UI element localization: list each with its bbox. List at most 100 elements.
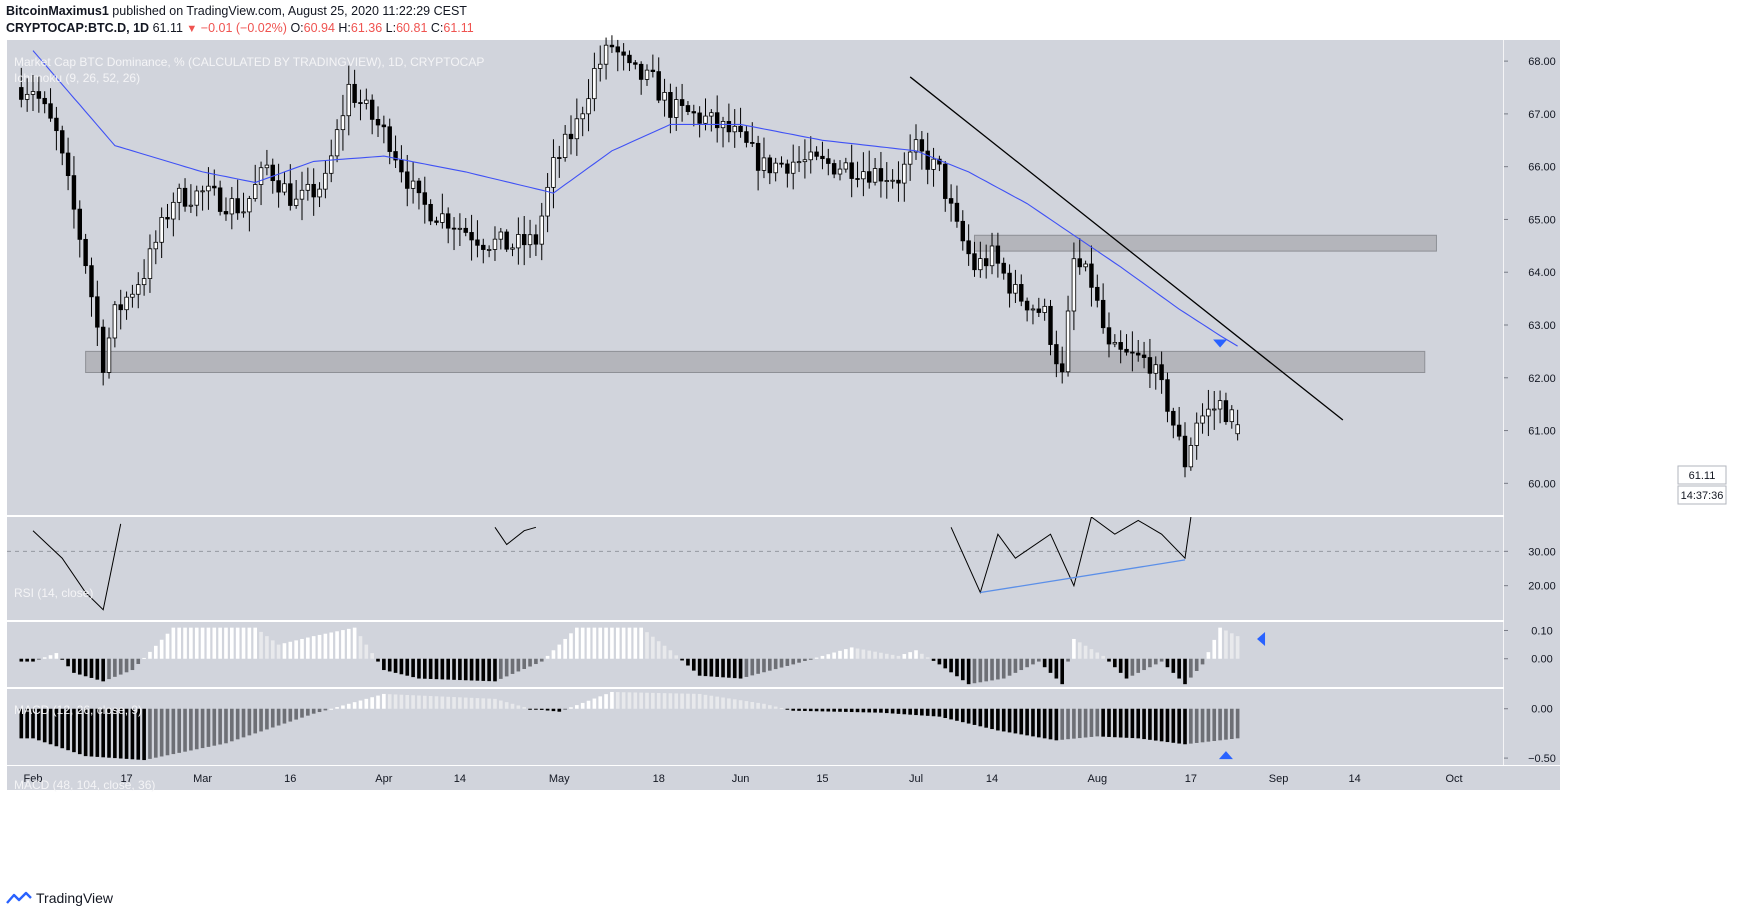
pane-title: Market Cap BTC Dominance, % (CALCULATED … (14, 55, 484, 69)
macd-bar-positive (224, 627, 228, 659)
candle-up (773, 162, 778, 174)
macd-bar-positive (633, 627, 638, 659)
macd-bar-negative (534, 658, 538, 665)
macd-bar-positive (282, 643, 287, 659)
macd-bar-negative (253, 708, 258, 734)
macd-bar-negative (1048, 658, 1053, 673)
footer-brand[interactable]: TradingView (36, 890, 114, 906)
macd-bar-positive (586, 700, 591, 709)
macd-bar-positive (768, 705, 772, 709)
macd-bar-negative (545, 708, 550, 711)
macd-bar-negative (1153, 708, 1158, 741)
candle-up (141, 278, 147, 286)
macd-bar-positive (721, 697, 725, 709)
candle-up (1188, 445, 1194, 468)
time-tick-label: Sep (1269, 773, 1289, 785)
macd-bar-negative (528, 658, 532, 667)
time-tick-label: 18 (653, 773, 665, 785)
macd-bar-positive (323, 633, 328, 659)
macd-bar-positive (335, 707, 339, 709)
macd-bar-positive (276, 644, 281, 659)
macd-bar-positive (557, 644, 562, 659)
macd-bar-negative (118, 658, 123, 675)
macd-bar-negative (1189, 658, 1193, 678)
axis-tick-label: 30.00 (1528, 546, 1556, 558)
candle-down (48, 103, 53, 119)
macd-bar-negative (779, 658, 784, 668)
candle-down (71, 175, 77, 210)
macd-bar-positive (311, 636, 316, 659)
macd-bar-negative (826, 708, 831, 712)
candle-up (112, 304, 118, 339)
macd-bar-negative (463, 658, 468, 681)
macd-bar-positive (645, 632, 649, 659)
descending-trendline[interactable] (909, 76, 1344, 421)
candle-up (334, 129, 340, 157)
macd-bar-positive (411, 695, 415, 709)
time-tick-label: Apr (375, 773, 392, 785)
candle-down (966, 240, 971, 255)
candle-down (937, 158, 942, 165)
macd-bar-negative (235, 708, 240, 740)
macd-bar-negative (1019, 708, 1024, 735)
macd-bar-positive (364, 644, 369, 659)
author-name[interactable]: BitcoinMaximus1 (6, 4, 109, 18)
candle-down (615, 46, 620, 53)
macd-bar-negative (1036, 658, 1041, 662)
candle-down (223, 211, 229, 215)
time-axis[interactable]: Feb 17 Mar 16 Apr 14 May 18 Jun 15 Jul 14 Aug 17 Sep 14… (7, 766, 1560, 790)
macd-bar-negative (1148, 658, 1152, 668)
candle-up (486, 249, 492, 251)
candle-down (1223, 400, 1229, 423)
close-label: C: (430, 21, 444, 35)
macd-bar-negative (1066, 708, 1070, 740)
candle-down (1130, 351, 1135, 354)
macd-bar-negative (230, 708, 234, 742)
macd-bar-negative (118, 708, 123, 759)
macd-bar-negative (107, 708, 111, 758)
publish-text: published on TradingView.com, August 25,… (112, 4, 467, 18)
candle-up (346, 83, 351, 117)
candle-down (867, 171, 872, 183)
candle-up (30, 91, 36, 95)
macd-bar-negative (1142, 658, 1146, 671)
candle-down (1124, 348, 1129, 353)
candle-up (1194, 422, 1199, 446)
macd-bar-negative (1183, 708, 1187, 745)
macd-bar-negative (768, 658, 772, 671)
candle-down (504, 231, 509, 250)
macd-bar-negative (703, 658, 708, 677)
candle-down (738, 125, 743, 133)
macd-bar-negative (920, 708, 924, 716)
macd-fast-label: MACD (12, 26, close, 9) (14, 703, 142, 717)
macd-bar-negative (1107, 658, 1111, 662)
candle-down (831, 163, 837, 175)
macd-bar-positive (925, 657, 930, 659)
macd-bar-negative (189, 708, 193, 751)
macd-bar-negative (1148, 708, 1152, 740)
macd-bar-positive (54, 653, 59, 659)
macd-bar-negative (1153, 658, 1158, 665)
chart-header: BitcoinMaximus1 published on TradingView… (6, 3, 474, 38)
candle-up (1212, 408, 1217, 411)
price-pane[interactable] (7, 40, 1504, 515)
rsi-pane[interactable] (7, 517, 1504, 620)
macd-bar-positive (750, 702, 755, 709)
time-tick-label: 15 (816, 773, 828, 785)
candle-down (650, 69, 656, 72)
macd-bar-positive (341, 630, 345, 659)
macd-bar-negative (218, 708, 222, 745)
macd-bar-negative (25, 708, 29, 739)
macd-bar-negative (77, 658, 82, 675)
macd-bar-negative (1054, 658, 1059, 679)
macd-bar-negative (1124, 708, 1129, 738)
macd-bar-negative (808, 708, 813, 712)
macd-bar-positive (393, 694, 398, 709)
macd-bar-negative (925, 708, 930, 716)
macd-bar-positive (732, 699, 737, 709)
macd-bar-positive (259, 631, 263, 659)
price-axis[interactable]: 60.00 61.00 62.00 63.00 64.00 65.00 66.00 67.00… (1504, 40, 1560, 765)
macd-bar-negative (136, 708, 141, 760)
candle-down (1019, 284, 1024, 302)
